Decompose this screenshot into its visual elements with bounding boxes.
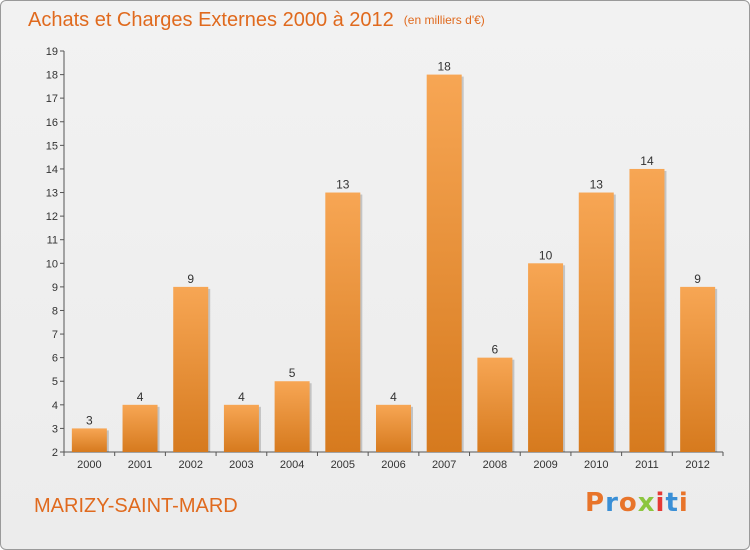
data-label: 4	[238, 390, 245, 404]
x-tick-label: 2012	[685, 459, 709, 471]
y-tick-label: 6	[52, 353, 58, 365]
data-label: 4	[137, 390, 144, 404]
bar	[528, 263, 564, 452]
x-tick-label: 2008	[483, 459, 507, 471]
brand-letter: t	[665, 488, 679, 518]
brand-letter: o	[618, 488, 638, 518]
data-label: 13	[590, 178, 604, 192]
y-tick-label: 5	[52, 376, 58, 388]
commune-name: MARIZY-SAINT-MARD	[34, 495, 238, 517]
bar	[426, 74, 462, 453]
brand-letter: i	[678, 488, 689, 518]
y-tick-label: 11	[47, 235, 58, 247]
brand-letter: x	[637, 488, 656, 518]
brand-letter: P	[585, 488, 606, 518]
data-label: 18	[438, 60, 452, 74]
y-tick-label: 14	[46, 164, 58, 176]
data-label: 4	[390, 390, 397, 404]
bar	[71, 428, 107, 452]
data-label: 9	[187, 272, 194, 286]
bar	[629, 168, 665, 453]
x-tick-label: 2004	[280, 459, 304, 471]
y-tick-label: 10	[46, 258, 58, 270]
y-tick-label: 7	[52, 329, 58, 341]
bar	[173, 286, 209, 452]
brand-letter: i	[655, 488, 666, 518]
y-tick-label: 2	[52, 447, 58, 459]
y-tick-label: 9	[52, 282, 58, 294]
x-tick-label: 2011	[635, 459, 659, 471]
data-label: 13	[336, 178, 350, 192]
data-label: 9	[694, 272, 701, 286]
x-tick-label: 2000	[77, 459, 101, 471]
x-tick-label: 2003	[229, 459, 253, 471]
y-tick-label: 4	[52, 400, 58, 412]
x-tick-label: 2006	[381, 459, 405, 471]
y-tick-label: 15	[46, 140, 58, 152]
y-tick-label: 8	[52, 305, 58, 317]
bar	[376, 404, 411, 452]
x-tick-label: 2010	[584, 459, 608, 471]
chart-unit: (en milliers d'€)	[403, 13, 485, 27]
y-tick-label: 12	[46, 211, 58, 223]
y-tick-label: 18	[46, 70, 58, 82]
data-label: 5	[289, 366, 296, 380]
bar	[122, 404, 158, 452]
x-tick-label: 2001	[128, 459, 152, 471]
data-label: 10	[539, 248, 553, 262]
y-tick-label: 16	[46, 117, 58, 129]
y-tick-label: 13	[46, 188, 58, 200]
bar	[578, 192, 614, 452]
y-tick-label: 19	[46, 46, 58, 58]
x-tick-label: 2009	[533, 459, 557, 471]
y-tick-label: 17	[46, 93, 58, 105]
chart-title-text: Achats et Charges Externes 2000 à 2012	[28, 9, 394, 31]
x-tick-label: 2002	[178, 459, 202, 471]
bar	[274, 381, 310, 452]
bar	[223, 404, 259, 452]
bar	[477, 357, 513, 452]
x-tick-label: 2005	[331, 459, 355, 471]
proxiti-logo[interactable]: Proxiti	[585, 488, 689, 518]
chart-title: Achats et Charges Externes 2000 à 2012 (e…	[28, 9, 485, 32]
data-labels: 3 4 9 4 5 13 4 18 6 10 13 14 9	[86, 60, 701, 428]
x-tick-label: 2007	[432, 459, 456, 471]
brand-letter: r	[605, 488, 619, 518]
data-label: 14	[640, 154, 654, 168]
bars	[71, 74, 718, 453]
bar	[680, 286, 716, 452]
data-label: 3	[86, 413, 93, 427]
bar	[325, 192, 361, 452]
y-tick-label: 3	[52, 423, 58, 435]
data-label: 6	[492, 343, 499, 357]
